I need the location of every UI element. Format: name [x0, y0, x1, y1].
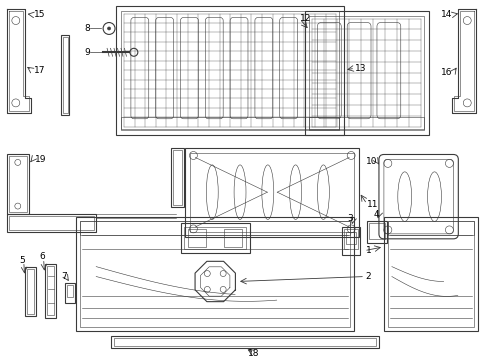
Bar — [189, 229, 206, 247]
Text: 10: 10 — [366, 157, 378, 166]
Bar — [63, 37, 68, 113]
Bar — [9, 157, 27, 212]
Bar — [388, 221, 474, 327]
Bar — [47, 266, 54, 315]
Bar — [24, 267, 36, 316]
Bar — [172, 149, 182, 205]
Bar — [7, 214, 96, 232]
Text: 2: 2 — [365, 272, 370, 281]
Bar — [369, 223, 385, 239]
Text: 15: 15 — [34, 10, 45, 19]
Bar — [121, 10, 339, 130]
Bar — [116, 6, 344, 135]
Bar — [80, 221, 350, 327]
Text: 4: 4 — [374, 210, 380, 219]
Bar — [191, 153, 354, 232]
Bar — [342, 227, 360, 255]
Text: 3: 3 — [347, 215, 353, 224]
Text: 9: 9 — [84, 48, 90, 57]
Text: 12: 12 — [299, 14, 311, 23]
Bar — [304, 10, 429, 135]
Bar — [76, 217, 354, 331]
Bar — [61, 35, 70, 115]
Bar — [388, 221, 474, 235]
Bar — [346, 232, 356, 244]
Text: 6: 6 — [40, 252, 46, 261]
Bar — [171, 148, 184, 207]
Bar — [224, 229, 242, 247]
Bar — [27, 269, 34, 314]
Text: 19: 19 — [35, 155, 46, 164]
Bar — [186, 148, 359, 237]
Text: 17: 17 — [34, 66, 45, 75]
Text: 1: 1 — [366, 246, 372, 255]
Circle shape — [108, 27, 111, 30]
Bar — [180, 223, 250, 253]
Bar — [344, 229, 358, 249]
Bar — [7, 154, 29, 214]
Bar — [68, 285, 74, 297]
Text: 14: 14 — [441, 10, 452, 19]
Bar — [9, 216, 94, 230]
Bar — [367, 221, 387, 243]
Bar — [114, 338, 376, 346]
Text: 7: 7 — [61, 272, 67, 281]
Bar — [310, 117, 423, 129]
Bar — [184, 227, 246, 249]
Text: 8: 8 — [84, 24, 90, 33]
Text: 13: 13 — [355, 64, 367, 73]
Bar — [121, 117, 339, 129]
Bar — [384, 217, 478, 331]
Bar — [80, 221, 350, 235]
Text: 18: 18 — [248, 350, 260, 359]
Text: 5: 5 — [20, 256, 25, 265]
Text: 11: 11 — [367, 199, 379, 208]
Text: 16: 16 — [441, 68, 452, 77]
Bar — [65, 283, 75, 303]
Bar — [310, 15, 423, 130]
Bar — [45, 264, 56, 318]
Bar — [111, 336, 379, 348]
